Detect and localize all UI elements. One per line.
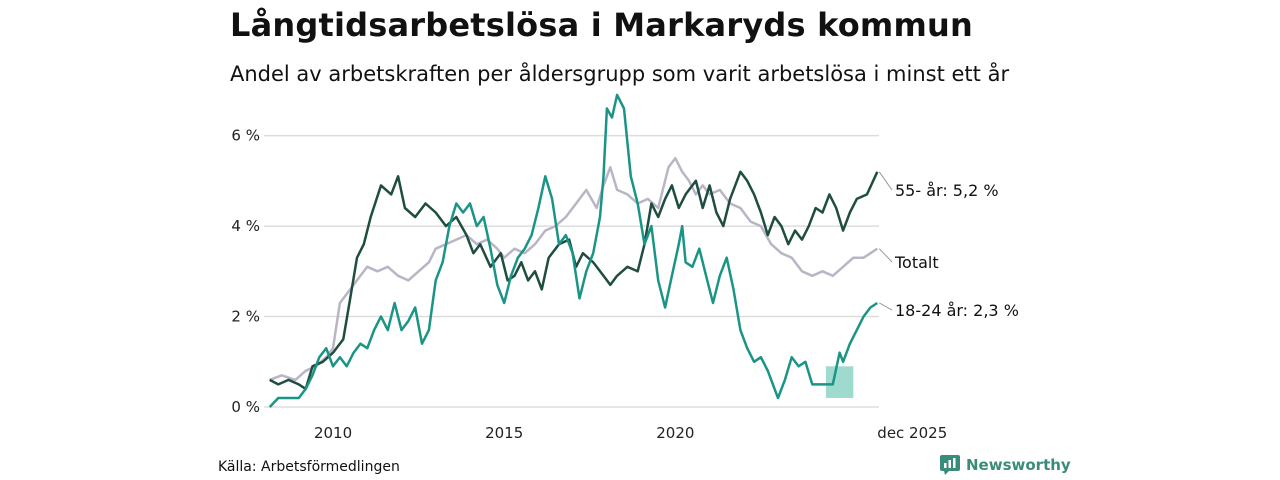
uncertainty-band (825, 366, 854, 398)
end-label-total: Totalt (894, 253, 939, 272)
x-tick-label: 2015 (485, 424, 523, 442)
y-tick-label: 2 % (231, 308, 260, 326)
series-line-s55 (269, 170, 879, 391)
series-line-total (269, 156, 878, 382)
x-tick-label: 2020 (656, 424, 694, 442)
brand-name: Newsworthy (966, 456, 1071, 474)
x-tick-label: dec 2025 (877, 424, 947, 442)
end-label-s55: 55- år: 5,2 % (895, 181, 999, 200)
y-tick-label: 0 % (231, 398, 260, 416)
y-tick-label: 6 % (231, 127, 260, 145)
newsworthy-logo-icon (940, 455, 960, 475)
grid-layer (264, 134, 879, 408)
end-label-leader (879, 302, 893, 311)
end-label-leader (878, 248, 893, 263)
chart-subtitle: Andel av arbetskraften per åldersgrupp s… (230, 62, 1010, 86)
x-tick-label: 2010 (314, 424, 352, 442)
end-label-leader (878, 171, 893, 191)
y-tick-label: 4 % (231, 217, 260, 235)
band-layer (825, 366, 854, 398)
chart-title: Långtidsarbetslösa i Markaryds kommun (230, 6, 973, 44)
series-line-youth (268, 93, 878, 408)
end-label-youth: 18-24 år: 2,3 % (895, 301, 1019, 320)
source-note: Källa: Arbetsförmedlingen (218, 459, 400, 475)
series-layer (268, 93, 879, 408)
label-layer: 0 % 2 % 4 % 6 % 2010 2015 2020 dec 2025 Totalt 55… (231, 127, 1018, 442)
brand-logo[interactable]: Newsworthy (940, 455, 1071, 475)
